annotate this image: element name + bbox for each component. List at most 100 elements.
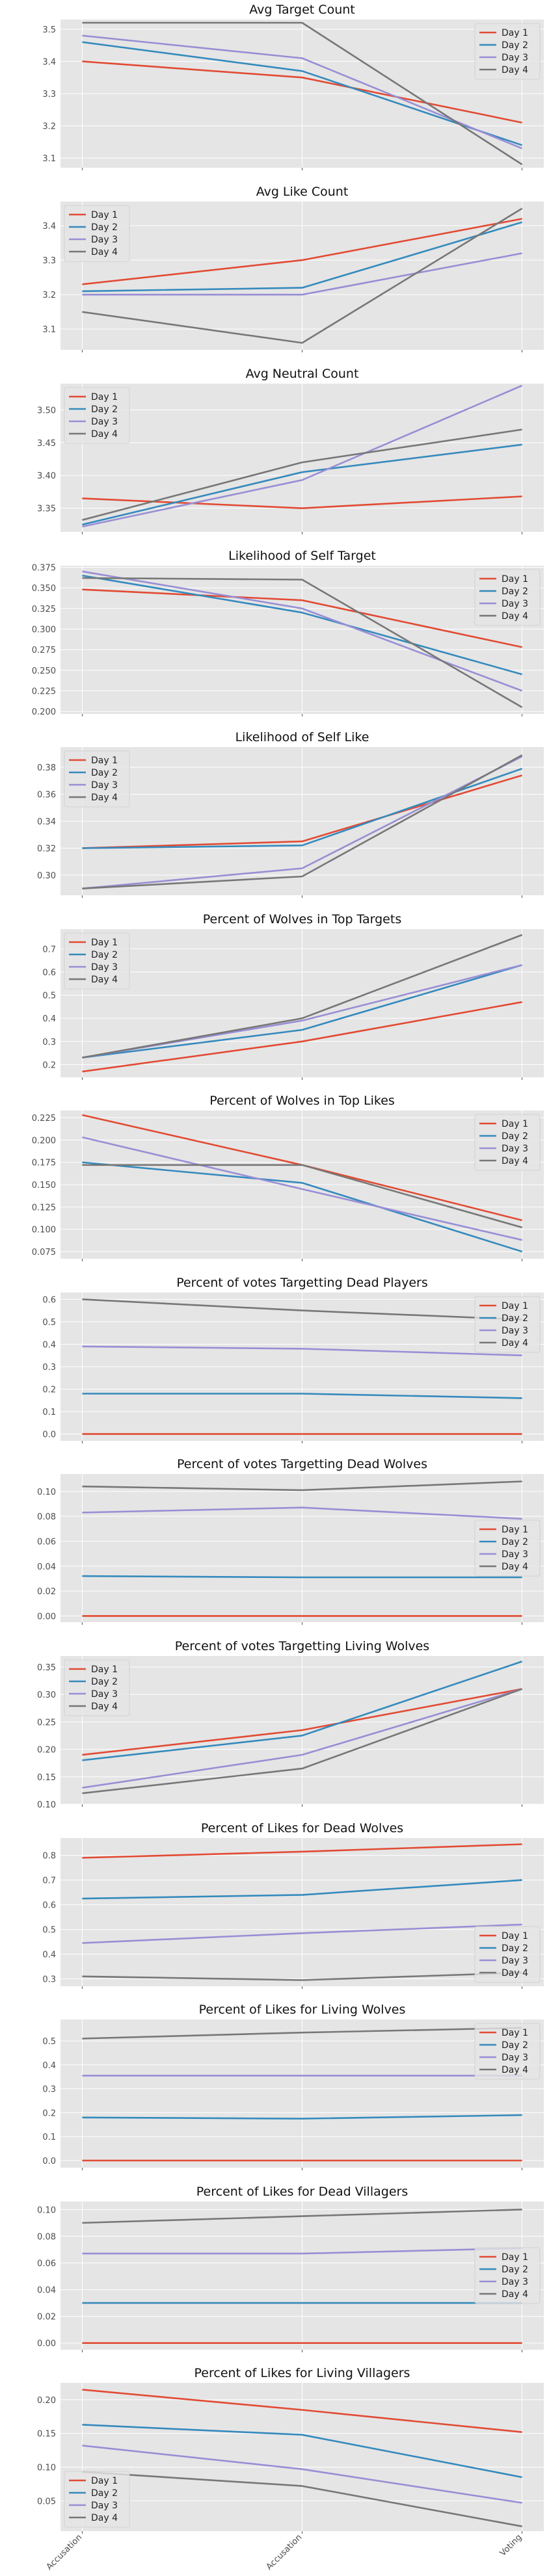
legend-label: Day 1: [91, 392, 118, 402]
legend-label: Day 1: [502, 28, 528, 38]
y-tick-label: 0.38: [37, 763, 56, 773]
series-line: [82, 2389, 522, 2433]
y-tick-label: 0.075: [32, 1248, 56, 1257]
series-line: [82, 2445, 522, 2504]
y-tick-label: 0.00: [37, 1612, 56, 1622]
legend-label: Day 1: [91, 210, 118, 220]
y-tick-label: 0.06: [37, 1537, 56, 1547]
legend-label: Day 4: [502, 65, 528, 75]
chart-panel: Percent of Likes for Living Wolves 0.0 0.1…: [42, 2003, 544, 2170]
chart-panel: Percent of Wolves in Top Likes 0.075 0.100…: [32, 1094, 544, 1261]
chart-title: Percent of Likes for Dead Villagers: [196, 2185, 408, 2199]
chart-title: Avg Like Count: [256, 185, 349, 199]
series-line: [82, 774, 522, 849]
legend-box: [64, 750, 130, 808]
legend-label: Day 3: [502, 2053, 528, 2063]
chart-panel: Percent of votes Targetting Living Wolve…: [37, 1639, 544, 1810]
series-line: [82, 1843, 522, 1859]
legend-label: Day 4: [91, 2513, 118, 2523]
legend-label: Day 2: [91, 768, 118, 778]
series-line: [82, 221, 522, 293]
y-tick-label: 0.300: [32, 625, 56, 635]
y-tick-label: 0.02: [37, 1587, 56, 1597]
chart-title: Avg Neutral Count: [246, 367, 359, 381]
legend-label: Day 4: [502, 1562, 528, 1572]
y-tick-label: 3.3: [42, 90, 56, 99]
y-tick-label: 0.2: [42, 2109, 56, 2118]
y-tick-label: 0.10: [37, 1800, 56, 1810]
legend-label: Day 4: [502, 1338, 528, 1348]
chart-title: Avg Target Count: [249, 3, 355, 17]
legend-box: [474, 2247, 541, 2304]
legend-label: Day 2: [91, 2488, 118, 2499]
y-tick-label: 0.250: [32, 666, 56, 676]
legend-box: [64, 387, 130, 444]
legend-label: Day 2: [502, 586, 528, 597]
legend-box: [474, 569, 541, 626]
y-tick-label: 0.4: [42, 1014, 56, 1024]
series-line: [82, 754, 523, 889]
series-line: [82, 756, 523, 889]
chart-panel: Percent of votes Targetting Dead Players…: [42, 1276, 544, 1443]
y-tick-label: 0.00: [37, 2339, 56, 2349]
legend-label: Day 1: [502, 1119, 528, 1129]
series-line: [82, 384, 523, 528]
legend-label: Day 3: [91, 417, 118, 427]
chart-title: Percent of votes Targetting Dead Wolves: [177, 1457, 427, 1471]
series-line: [82, 2209, 522, 2224]
y-tick-label: 0.0: [42, 2157, 56, 2166]
series-line: [82, 570, 523, 692]
y-tick-label: 3.40: [37, 471, 56, 481]
y-tick-label: 0.2: [42, 1386, 56, 1395]
y-tick-label: 0.06: [37, 2259, 56, 2268]
legend-label: Day 2: [91, 950, 118, 960]
series-line: [82, 1688, 522, 1756]
series-line: [82, 1001, 522, 1073]
y-tick-label: 0.34: [37, 817, 56, 827]
series-line: [82, 1161, 522, 1253]
legend-label: Day 3: [502, 1326, 528, 1336]
series-line: [82, 574, 522, 676]
legend-label: Day 3: [91, 780, 118, 791]
y-tick-label: 0.150: [32, 1181, 56, 1190]
series-line: [82, 443, 522, 526]
y-tick-label: 3.45: [37, 439, 56, 449]
legend-label: Day 4: [502, 1156, 528, 1166]
series-line: [82, 1971, 522, 1981]
series-line: [82, 2424, 522, 2478]
y-tick-label: 0.35: [37, 1663, 56, 1673]
y-tick-label: 0.6: [42, 1901, 56, 1911]
legend-label: Day 2: [91, 404, 118, 415]
y-tick-label: 0.225: [32, 687, 56, 697]
y-tick-label: 3.50: [37, 406, 56, 415]
legend-label: Day 4: [91, 793, 118, 803]
series-line: [82, 1879, 522, 1900]
y-tick-label: 3.2: [42, 122, 56, 132]
y-tick-label: 0.15: [37, 1773, 56, 1783]
y-tick-label: 0.20: [37, 1746, 56, 1755]
legend-label: Day 1: [502, 2028, 528, 2038]
chart-title: Percent of Wolves in Top Targets: [203, 912, 401, 927]
x-tick-label: Accusation: [45, 2532, 85, 2572]
legend-label: Day 2: [91, 1677, 118, 1687]
y-tick-label: 0.4: [42, 1340, 56, 1350]
series-line: [82, 1688, 523, 1794]
y-tick-label: 0.04: [37, 1562, 56, 1572]
y-tick-label: 0.05: [37, 2497, 56, 2506]
legend-label: Day 3: [91, 235, 118, 245]
series-line: [82, 1298, 522, 1321]
